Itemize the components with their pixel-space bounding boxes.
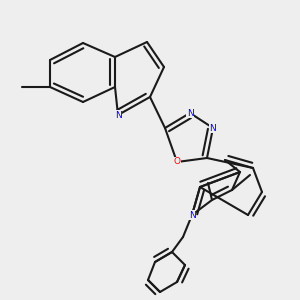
Text: N: N	[210, 124, 216, 133]
Text: O: O	[173, 158, 181, 166]
Text: N: N	[187, 109, 194, 118]
Text: N: N	[115, 110, 122, 119]
Text: N: N	[189, 211, 195, 220]
